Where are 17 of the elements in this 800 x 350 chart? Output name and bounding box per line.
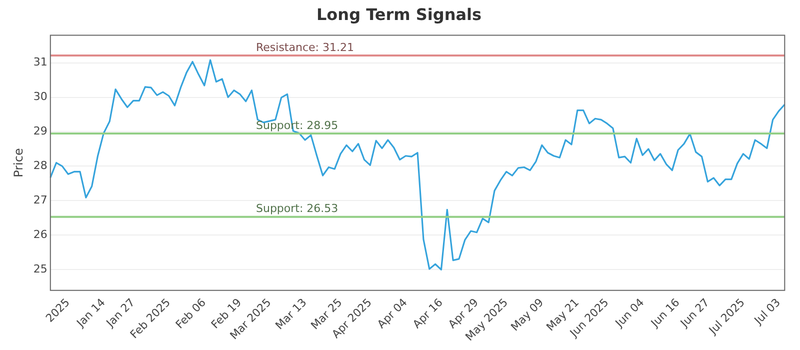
x-tick-label: Jun 04 <box>612 296 647 330</box>
x-tick-label: Apr 04 <box>374 296 410 331</box>
y-tick-label: 31 <box>33 56 48 69</box>
y-axis-title: Price <box>11 148 26 178</box>
y-tick-label: 27 <box>33 194 48 207</box>
chart-title: Long Term Signals <box>316 4 482 24</box>
y-tick-label: 26 <box>33 228 48 242</box>
x-tick-label: Feb 06 <box>173 296 208 332</box>
y-tick-label: 30 <box>33 90 48 104</box>
y-tick-label: 29 <box>33 124 48 138</box>
y-tick-label: 25 <box>33 262 48 276</box>
ref-line-label: Support: 26.53 <box>256 202 338 216</box>
ref-line-label: Resistance: 31.21 <box>256 40 354 54</box>
x-tick-label: Apr 16 <box>410 296 446 331</box>
x-tick-label: Jul 03 <box>751 296 783 328</box>
x-tick-label: Mar 13 <box>272 296 310 332</box>
y-tick-label: 28 <box>33 159 48 172</box>
